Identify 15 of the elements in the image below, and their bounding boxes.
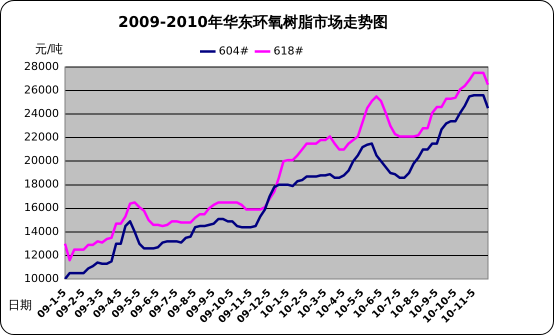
y-tick-label: 28000 bbox=[24, 60, 59, 73]
y-tick-label: 20000 bbox=[24, 154, 59, 168]
y-tick-label: 18000 bbox=[24, 178, 59, 191]
y-axis-title: 元/吨 bbox=[35, 42, 64, 56]
legend-label: 618# bbox=[274, 44, 304, 58]
y-tick-label: 16000 bbox=[24, 201, 59, 214]
chart-title: 2009-2010年华东环氧树脂市场走势图 bbox=[118, 12, 388, 31]
x-axis-title: 日期 bbox=[8, 298, 32, 312]
y-tick-label: 22000 bbox=[24, 130, 59, 144]
y-tick-label: 24000 bbox=[24, 106, 59, 120]
y-tick-label: 12000 bbox=[24, 248, 59, 262]
y-tick-label: 14000 bbox=[24, 224, 59, 238]
legend-label: 604# bbox=[218, 44, 250, 58]
y-tick-label: 10000 bbox=[24, 272, 59, 285]
y-tick-label: 26000 bbox=[24, 83, 59, 96]
